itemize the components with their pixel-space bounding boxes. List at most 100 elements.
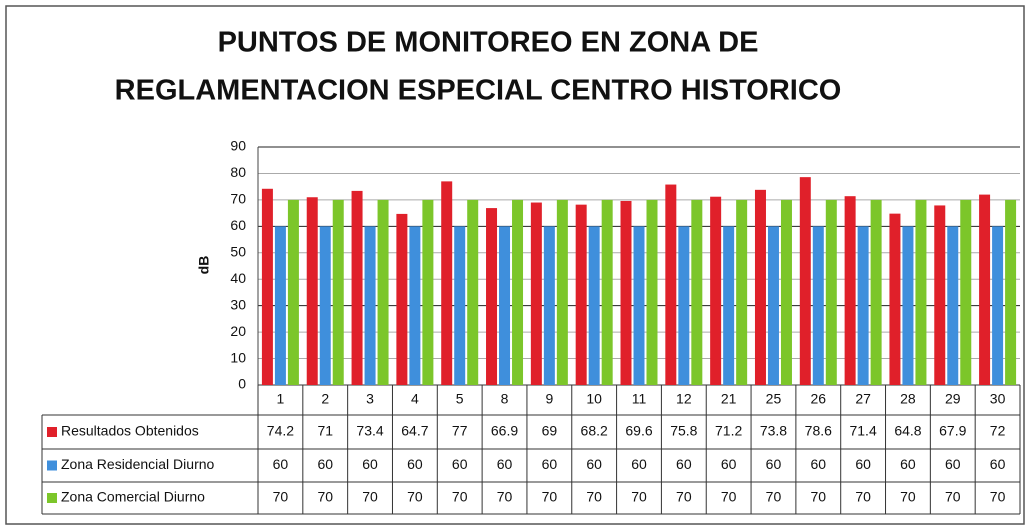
bar — [915, 199, 927, 385]
x-tick-label: 11 — [632, 391, 647, 407]
table-value: 77 — [452, 423, 468, 439]
legend-label: Resultados Obtenidos — [61, 423, 199, 439]
table-value: 60 — [631, 456, 647, 472]
bar — [530, 202, 542, 385]
table-value: 71.2 — [715, 423, 742, 439]
table-value: 70 — [631, 489, 647, 505]
x-tick-label: 29 — [945, 391, 961, 407]
bar — [870, 199, 882, 385]
table-value: 60 — [811, 456, 827, 472]
bar — [499, 226, 511, 385]
legend-swatch — [47, 493, 57, 503]
bar — [678, 226, 690, 385]
x-tick-label: 25 — [766, 391, 782, 407]
table-value: 70 — [317, 489, 333, 505]
y-tick-label: 30 — [230, 296, 246, 312]
table-value: 70 — [362, 489, 378, 505]
y-axis-label: dB — [196, 256, 212, 275]
bar — [665, 184, 677, 385]
bar — [723, 226, 735, 385]
bar — [979, 194, 991, 385]
bar — [306, 197, 318, 385]
bar — [486, 208, 498, 385]
bar — [261, 188, 273, 385]
table-value: 70 — [273, 489, 289, 505]
table-value: 69 — [542, 423, 558, 439]
frame — [5, 5, 1025, 525]
y-tick-label: 50 — [230, 243, 246, 259]
table-value: 70 — [766, 489, 782, 505]
table-value: 60 — [317, 456, 333, 472]
bar — [844, 196, 856, 385]
table-value: 60 — [721, 456, 737, 472]
table-value: 71.4 — [849, 423, 876, 439]
bar — [422, 199, 434, 385]
table-value: 64.7 — [401, 423, 428, 439]
legend-label: Zona Comercial Diurno — [61, 489, 205, 505]
y-tick-label: 60 — [230, 217, 246, 233]
table-value: 60 — [586, 456, 602, 472]
table-value: 60 — [452, 456, 468, 472]
legend-swatch — [47, 427, 57, 437]
table-value: 70 — [452, 489, 468, 505]
x-tick-label: 21 — [721, 391, 737, 407]
bar — [947, 226, 959, 385]
bar — [396, 213, 408, 385]
table-value: 67.9 — [939, 423, 966, 439]
x-tick-label: 4 — [411, 391, 419, 407]
bar — [332, 199, 344, 385]
bar — [620, 200, 632, 385]
legend-label: Zona Residencial Diurno — [61, 456, 215, 472]
bar — [601, 199, 613, 385]
table-value: 60 — [273, 456, 289, 472]
x-tick-label: 30 — [990, 391, 1006, 407]
bar — [902, 226, 914, 385]
bar — [812, 226, 824, 385]
table-value: 70 — [721, 489, 737, 505]
bar — [441, 181, 453, 385]
x-tick-label: 12 — [676, 391, 692, 407]
bar — [287, 199, 299, 385]
x-tick-label: 8 — [501, 391, 509, 407]
bar — [633, 226, 645, 385]
table-value: 70 — [855, 489, 871, 505]
x-tick-label: 9 — [545, 391, 553, 407]
bar — [575, 204, 587, 385]
table-value: 72 — [990, 423, 1006, 439]
bar — [588, 226, 600, 385]
table-value: 66.9 — [491, 423, 518, 439]
bar — [467, 199, 479, 385]
table-value: 74.2 — [267, 423, 294, 439]
bar — [960, 199, 972, 385]
x-tick-label: 26 — [811, 391, 827, 407]
bar — [543, 226, 555, 385]
x-tick-label: 1 — [277, 391, 285, 407]
bar — [377, 199, 389, 385]
bar — [754, 189, 766, 385]
bar — [454, 226, 466, 385]
table-value: 64.8 — [894, 423, 921, 439]
table-value: 69.6 — [625, 423, 652, 439]
bar — [799, 177, 811, 385]
bar — [274, 226, 286, 385]
table-value: 78.6 — [805, 423, 832, 439]
bar — [736, 199, 748, 385]
y-tick-label: 40 — [230, 270, 246, 286]
bar — [889, 213, 901, 385]
x-tick-label: 28 — [900, 391, 916, 407]
x-tick-label: 2 — [321, 391, 329, 407]
table-value: 73.8 — [760, 423, 787, 439]
bar — [319, 226, 331, 385]
table-value: 73.4 — [356, 423, 383, 439]
table-value: 70 — [811, 489, 827, 505]
table-value: 70 — [497, 489, 513, 505]
table-value: 60 — [945, 456, 961, 472]
table-value: 75.8 — [670, 423, 697, 439]
y-tick-label: 70 — [230, 191, 246, 207]
bar — [857, 226, 869, 385]
bar — [767, 226, 779, 385]
bar — [780, 199, 792, 385]
y-tick-label: 90 — [230, 138, 246, 154]
table-value: 60 — [900, 456, 916, 472]
